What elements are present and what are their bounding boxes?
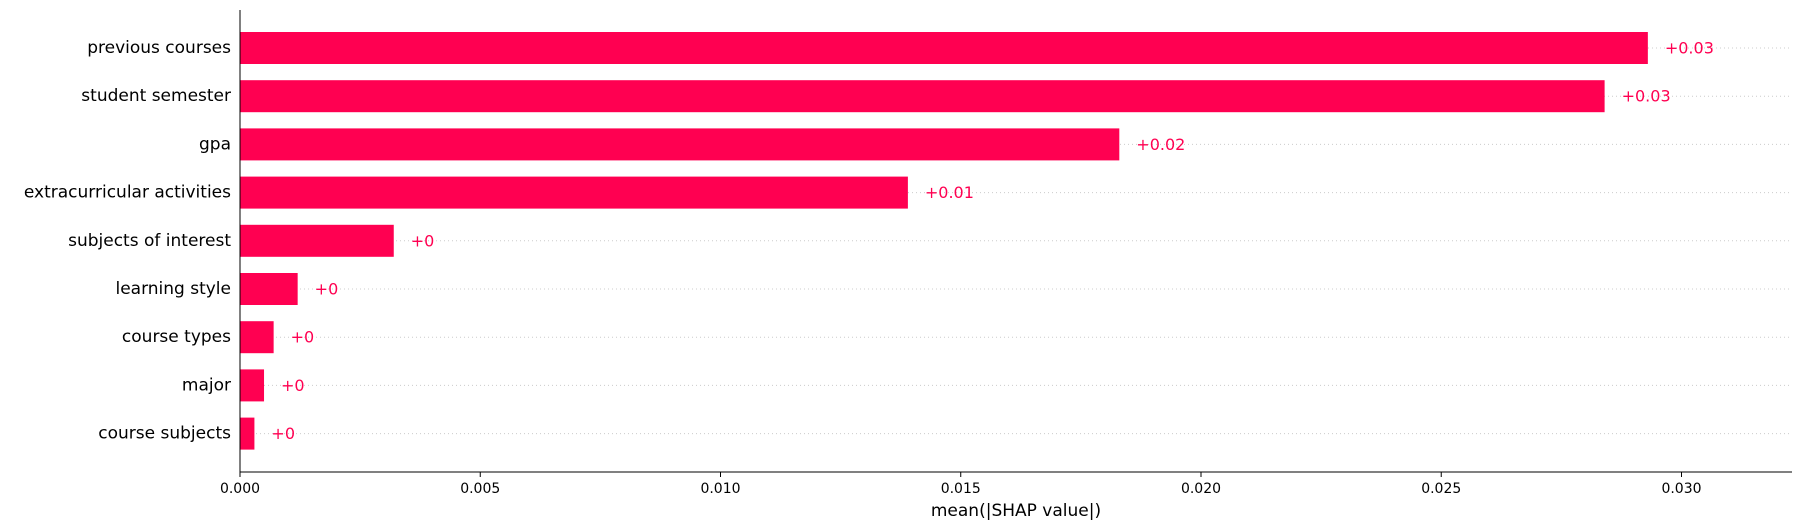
value-label: +0.02 bbox=[1136, 135, 1185, 154]
bar bbox=[240, 128, 1120, 161]
bars bbox=[240, 32, 1648, 450]
value-label: +0.03 bbox=[1622, 87, 1671, 106]
x-tick-label: 0.015 bbox=[941, 481, 981, 497]
category-label: extracurricular activities bbox=[24, 183, 231, 203]
bar bbox=[240, 273, 298, 305]
bar bbox=[240, 321, 274, 354]
category-label: learning style bbox=[115, 279, 231, 299]
bar bbox=[240, 176, 908, 209]
x-tick-label: 0.005 bbox=[460, 481, 500, 497]
bar bbox=[240, 32, 1648, 64]
bar bbox=[240, 417, 255, 450]
x-tick-label: 0.020 bbox=[1181, 481, 1221, 497]
value-label: +0 bbox=[271, 424, 295, 443]
value-labels: +0.03 +0.03 +0.02 +0.01 +0 +0 +0 +0 +0 bbox=[271, 39, 1713, 444]
bar bbox=[240, 224, 394, 257]
value-label: +0.03 bbox=[1665, 39, 1714, 58]
bar bbox=[240, 369, 265, 402]
value-label: +0 bbox=[411, 231, 435, 250]
category-label: student semester bbox=[81, 86, 231, 106]
x-axis-title: mean(|SHAP value|) bbox=[931, 501, 1101, 521]
x-ticks: 0.000 0.005 0.010 0.015 0.020 0.025 0.030 bbox=[220, 472, 1702, 497]
category-label: gpa bbox=[199, 134, 231, 154]
category-label: course subjects bbox=[98, 424, 231, 444]
x-tick-label: 0.030 bbox=[1661, 481, 1701, 497]
x-tick-label: 0.010 bbox=[700, 481, 740, 497]
category-label: major bbox=[182, 375, 231, 395]
x-tick-label: 0.025 bbox=[1421, 481, 1461, 497]
bar bbox=[240, 80, 1605, 113]
value-label: +0 bbox=[281, 376, 305, 395]
value-label: +0 bbox=[315, 280, 339, 299]
category-label: previous courses bbox=[87, 38, 231, 58]
value-label: +0 bbox=[291, 328, 315, 347]
category-labels: previous courses student semester gpa extra… bbox=[24, 38, 231, 444]
value-label: +0.01 bbox=[925, 183, 974, 202]
category-label: course types bbox=[122, 327, 231, 347]
x-tick-label: 0.000 bbox=[220, 481, 260, 497]
category-label: subjects of interest bbox=[68, 231, 231, 251]
